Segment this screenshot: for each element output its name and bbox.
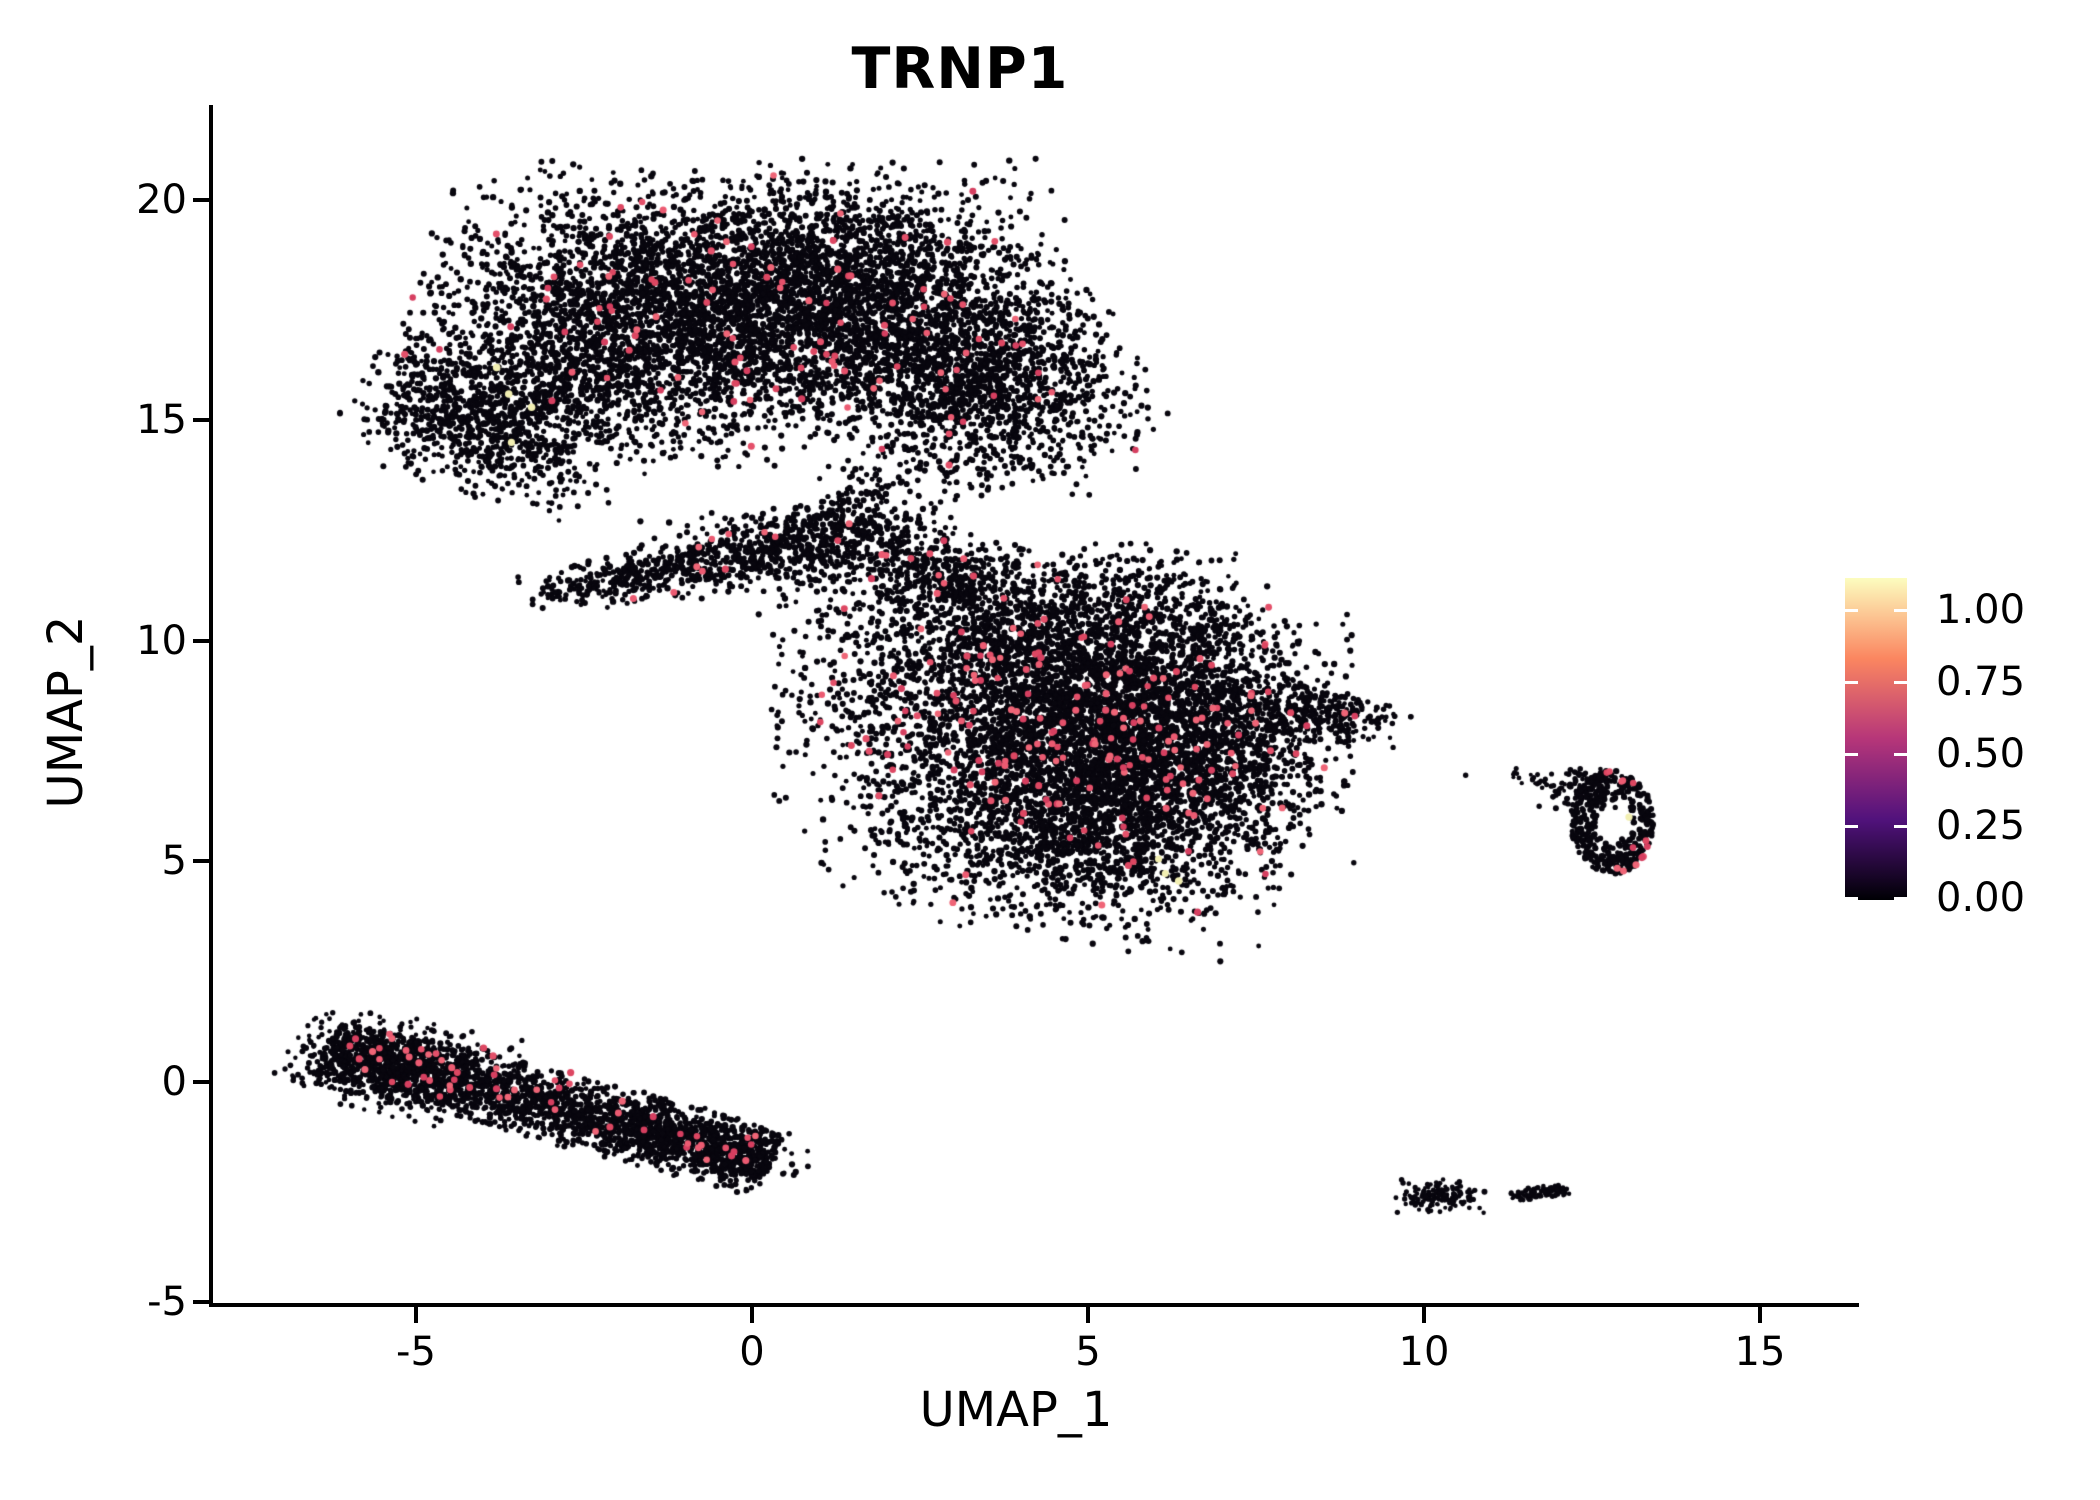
y-tick-label: 5 xyxy=(161,838,187,885)
x-tick-label: 15 xyxy=(1734,1329,1786,1375)
y-tick xyxy=(193,1079,209,1084)
colorbar-tick xyxy=(1894,897,1907,900)
colorbar-tick xyxy=(1845,681,1858,684)
x-tick xyxy=(414,1307,418,1323)
x-axis-line xyxy=(209,1303,1859,1307)
y-axis-line xyxy=(209,105,213,1306)
y-tick xyxy=(193,418,209,423)
y-tick-label: -5 xyxy=(147,1279,187,1325)
x-tick xyxy=(1086,1307,1090,1323)
x-tick xyxy=(1422,1307,1426,1323)
colorbar-tick-label: 1.00 xyxy=(1936,587,2026,633)
y-tick-label: 20 xyxy=(136,177,187,223)
x-tick xyxy=(1758,1307,1762,1323)
x-tick-label: -5 xyxy=(396,1329,436,1375)
y-tick-label: 15 xyxy=(136,397,187,444)
y-axis-title: UMAP_2 xyxy=(38,615,94,809)
x-tick-label: 10 xyxy=(1398,1329,1450,1375)
x-tick xyxy=(750,1307,754,1323)
y-tick xyxy=(193,198,209,202)
colorbar-tick xyxy=(1845,609,1858,612)
y-tick-label: 0 xyxy=(161,1058,187,1105)
colorbar-tick xyxy=(1894,825,1907,828)
x-axis-title: UMAP_1 xyxy=(919,1382,1113,1438)
y-tick xyxy=(193,638,209,643)
colorbar-gradient xyxy=(1845,578,1907,900)
colorbar-tick-label: 0.75 xyxy=(1936,659,2026,705)
plot-title: TRNP1 xyxy=(851,36,1069,102)
y-tick xyxy=(193,859,209,864)
x-tick-label: 0 xyxy=(739,1329,765,1375)
colorbar-tick xyxy=(1894,609,1907,612)
colorbar-tick xyxy=(1894,681,1907,684)
colorbar-tick-label: 0.50 xyxy=(1936,731,2026,777)
colorbar-tick xyxy=(1845,753,1858,756)
y-tick-label: 10 xyxy=(136,617,187,664)
colorbar-tick-label: 0.25 xyxy=(1936,803,2026,849)
y-tick xyxy=(193,1300,209,1304)
colorbar-tick-label: 0.00 xyxy=(1936,875,2026,921)
colorbar-tick xyxy=(1845,825,1858,828)
colorbar-tick xyxy=(1845,897,1858,900)
colorbar-tick xyxy=(1894,753,1907,756)
x-tick-label: 5 xyxy=(1075,1329,1101,1375)
